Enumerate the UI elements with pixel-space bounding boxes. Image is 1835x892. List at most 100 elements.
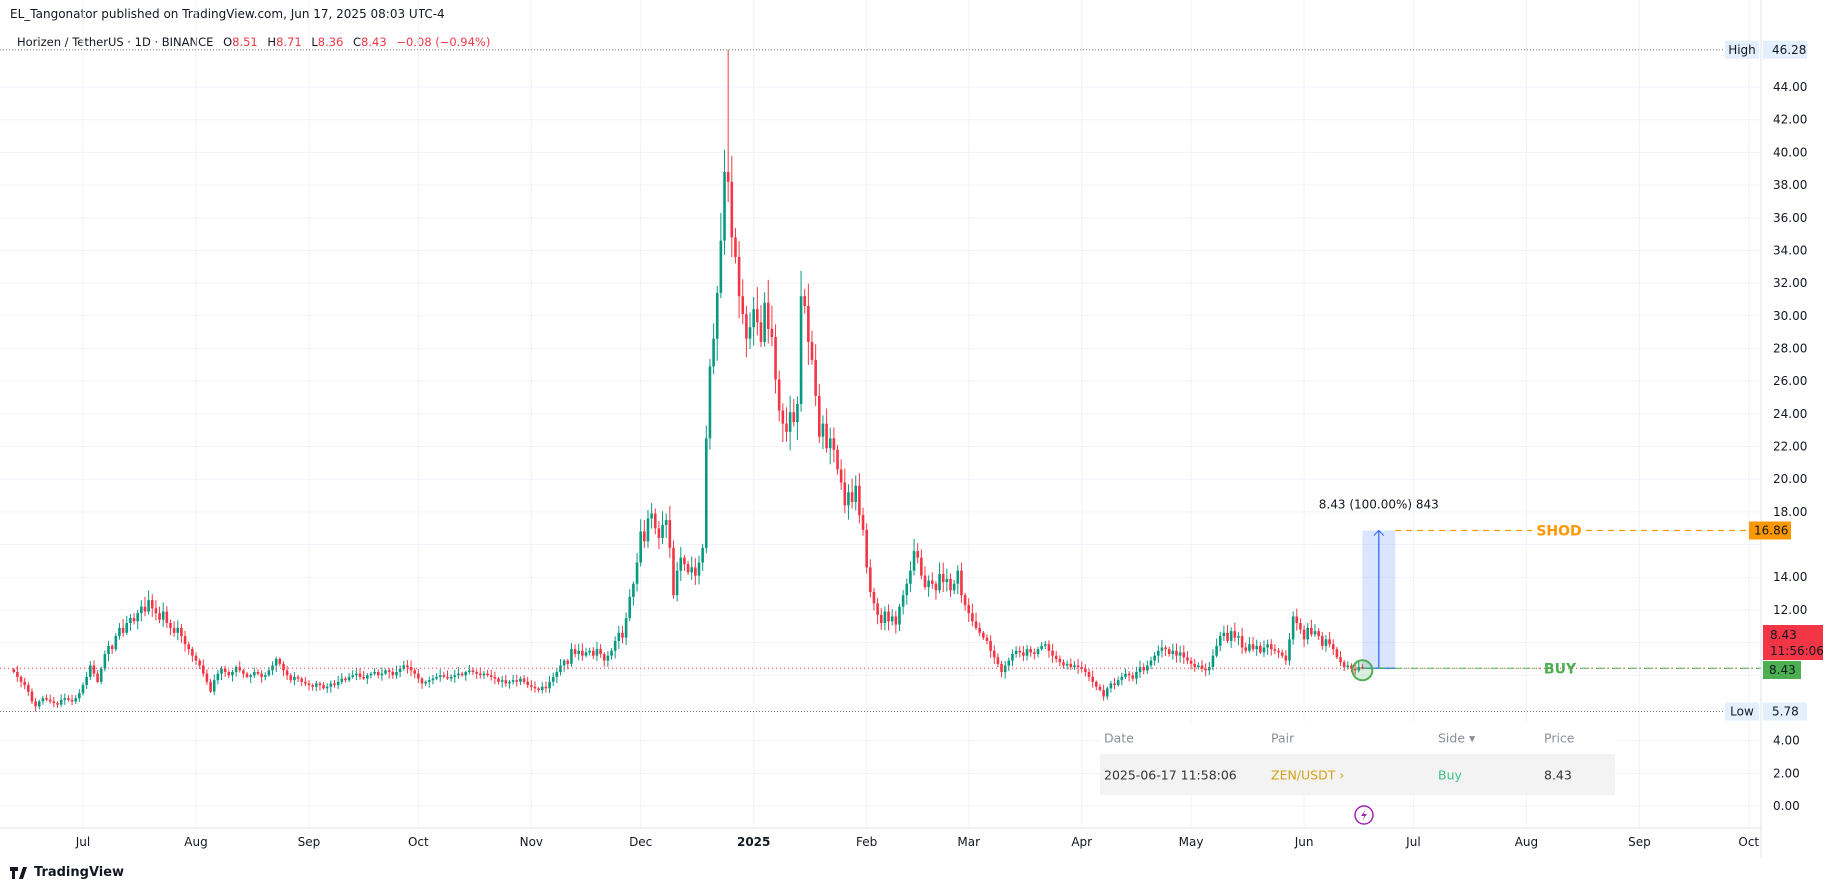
candle-body: [544, 686, 548, 689]
candle-body: [231, 672, 234, 676]
candle-body: [573, 649, 577, 655]
symbol-title[interactable]: Horizen / TetherUS · 1D · BINANCE: [17, 35, 214, 49]
candle-body: [48, 699, 52, 702]
candle-body: [770, 328, 774, 338]
candle-body: [621, 632, 624, 638]
candle-body: [1262, 647, 1266, 653]
candle-body: [1237, 636, 1240, 638]
candle-body: [982, 632, 985, 638]
candle-body: [187, 644, 191, 650]
candle-body: [289, 675, 293, 681]
candle-body: [468, 670, 471, 673]
candle-body: [974, 621, 978, 628]
candle-body: [59, 699, 63, 705]
event-marker[interactable]: [1354, 805, 1374, 825]
high-label-box: [1725, 40, 1759, 59]
candle-body: [883, 611, 887, 623]
candle-body: [1036, 649, 1040, 655]
candle-body: [493, 676, 497, 679]
candle-body: [1361, 666, 1364, 669]
candle-body: [672, 547, 675, 596]
candle-body: [1022, 652, 1025, 656]
candle-body: [1204, 668, 1207, 671]
candle-body: [971, 613, 974, 622]
table-row[interactable]: 2025-06-17 11:58:06 ZEN/USDT › Buy 8.43: [1100, 754, 1615, 795]
candle-body: [624, 618, 628, 638]
row-pair-link[interactable]: ZEN/USDT ›: [1271, 767, 1345, 782]
candle-body: [1350, 665, 1353, 669]
price-tick-label: 12.00: [1773, 603, 1807, 617]
time-axis[interactable]: Jul Aug Sep Oct Nov Dec 2025 Feb Mar Apr May Jun Jul…: [75, 835, 1760, 849]
candle-body: [927, 580, 930, 588]
candle-body: [1011, 654, 1014, 661]
candle-body: [934, 583, 938, 591]
tradingview-logo[interactable]: TradingView: [10, 865, 124, 880]
candle-body: [1065, 663, 1069, 666]
candle-body: [165, 611, 169, 623]
candle-body: [836, 449, 839, 470]
candle-body: [683, 557, 686, 565]
candle-body: [234, 667, 238, 673]
candle-body: [1215, 645, 1218, 656]
price-tick-label: 44.00: [1773, 80, 1807, 94]
target-label: SHOD: [1536, 524, 1581, 540]
candle-body: [1105, 688, 1109, 697]
candle-body: [562, 660, 566, 666]
candle-body: [555, 672, 559, 677]
candle-body: [1317, 631, 1320, 637]
candle-body: [449, 676, 453, 679]
candle-body: [519, 678, 522, 682]
candle-body: [515, 680, 519, 682]
candle-body: [788, 412, 792, 432]
candle-body: [1033, 652, 1036, 655]
candle-body: [861, 515, 865, 530]
candle-body: [103, 654, 107, 669]
candle-body: [180, 627, 183, 637]
candle-body: [431, 678, 435, 681]
candle-body: [905, 583, 909, 596]
candle-body: [1054, 655, 1058, 659]
candle-body: [34, 701, 37, 707]
candle-body: [253, 672, 256, 676]
price-axis[interactable]: 0.00 2.00 4.00 12.00 14.00 18.00 20.00 22.00 24.…: [1773, 80, 1807, 813]
candle-body: [690, 567, 694, 573]
candle-body: [1335, 649, 1339, 658]
candle-body: [78, 693, 81, 699]
high-value-box: [1763, 40, 1807, 59]
candle-body: [704, 438, 708, 548]
candle-body: [540, 686, 544, 690]
candle-body: [129, 618, 132, 623]
candle-body: [1189, 660, 1193, 664]
candle-body: [817, 395, 821, 437]
candle-body: [52, 701, 56, 704]
candle-body: [391, 672, 395, 676]
candle-body: [952, 583, 956, 591]
row-price: 8.43: [1544, 767, 1572, 782]
candle-body: [373, 672, 376, 674]
buy-marker-icon[interactable]: [1351, 659, 1374, 682]
candle-body: [238, 667, 242, 671]
time-tick-label: Jul: [1405, 835, 1420, 849]
candle-body: [479, 673, 482, 676]
candle-body: [715, 292, 719, 339]
candle-body: [311, 685, 314, 687]
price-tick-label: 20.00: [1773, 472, 1807, 486]
candle-body: [890, 616, 894, 622]
header-side[interactable]: Side ▾: [1438, 730, 1476, 746]
candle-body: [245, 673, 249, 677]
grid: [0, 0, 1761, 828]
candle-body: [876, 603, 879, 615]
candle-body: [1321, 636, 1324, 646]
candle-body: [581, 650, 584, 656]
candle-body: [1284, 655, 1288, 661]
tradingview-logo-icon: [10, 866, 27, 879]
candle-body: [307, 683, 311, 686]
candle-body: [500, 680, 504, 682]
candle-body: [395, 672, 398, 676]
close-value: 8.43: [361, 35, 387, 49]
candle-body: [427, 680, 431, 682]
candle-body: [639, 531, 642, 563]
candle-body: [978, 627, 981, 633]
candle-body: [807, 305, 810, 342]
